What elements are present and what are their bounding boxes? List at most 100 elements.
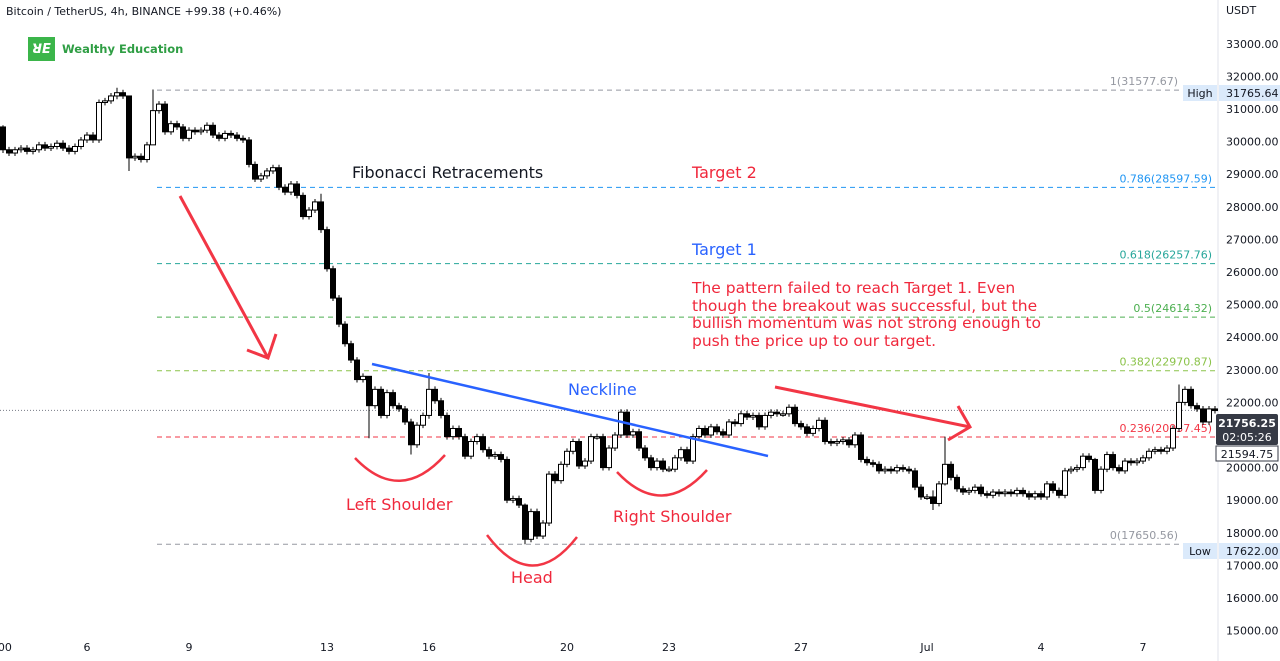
x-tick-label: 4 xyxy=(1038,641,1045,654)
candle-body xyxy=(756,414,762,428)
candle-body xyxy=(666,468,672,472)
candle-body xyxy=(912,470,918,488)
candle-body xyxy=(1050,483,1056,491)
y-tick-label: 18000.00 xyxy=(1226,527,1279,540)
y-tick-label: 16000.00 xyxy=(1226,592,1279,605)
fib-label-0.786: 0.786(28597.59) xyxy=(1119,172,1212,185)
candle-body xyxy=(948,463,954,478)
candle-body xyxy=(84,134,90,141)
candle-body xyxy=(828,441,834,444)
candle-body xyxy=(12,149,18,154)
target-2-label: Target 2 xyxy=(692,163,757,182)
candle-body xyxy=(1188,388,1194,407)
candle-body xyxy=(468,441,474,457)
candle-body xyxy=(288,183,294,193)
candle-body xyxy=(492,454,498,457)
candle-body xyxy=(96,101,102,141)
left-shoulder-label: Left Shoulder xyxy=(346,495,453,514)
candle-body xyxy=(852,434,858,446)
candle-body xyxy=(228,132,234,136)
candle-body xyxy=(336,297,342,325)
candle-body xyxy=(954,476,960,490)
high-value-bg xyxy=(1219,85,1280,101)
head-arc xyxy=(486,534,578,567)
analysis-note: The pattern failed to reach Target 1. Ev… xyxy=(692,279,1041,350)
candle-body xyxy=(150,110,156,146)
candle-body xyxy=(648,457,654,469)
right-arrow-icon xyxy=(774,385,973,442)
y-tick-label: 15000.00 xyxy=(1226,625,1279,638)
candle-body xyxy=(882,468,888,472)
candle-body xyxy=(1074,467,1080,470)
candle-body xyxy=(144,144,150,161)
candle-body xyxy=(642,447,648,459)
note-line: push the price up to our target. xyxy=(692,331,937,350)
candle-body xyxy=(924,496,930,499)
candle-body xyxy=(78,139,84,147)
candle-body xyxy=(918,486,924,498)
candle-body xyxy=(258,175,264,180)
y-tick-label: 32000.00 xyxy=(1226,70,1279,83)
candle-body xyxy=(792,406,798,425)
y-tick-label: 22000.00 xyxy=(1226,396,1279,409)
candle-body xyxy=(174,123,180,128)
x-tick-label: 23 xyxy=(662,641,676,654)
candle-body xyxy=(876,463,882,472)
candle-body xyxy=(810,427,816,434)
candle-body xyxy=(840,439,846,443)
candle-body xyxy=(714,426,720,433)
last-price-value: 21756.25 xyxy=(1218,417,1276,430)
candle-body xyxy=(906,468,912,472)
candle-body xyxy=(1014,489,1020,495)
right-shoulder-arc xyxy=(616,469,708,497)
candle-body xyxy=(1182,388,1188,403)
candle-body xyxy=(1020,489,1026,495)
x-tick-label: 13 xyxy=(320,641,334,654)
candle-body xyxy=(846,439,852,446)
candle-body xyxy=(900,467,906,470)
candle-body xyxy=(738,413,744,425)
candle-body xyxy=(72,145,78,152)
candle-body xyxy=(240,137,246,141)
candle-body xyxy=(558,463,564,482)
candle-body xyxy=(702,427,708,436)
candle-body xyxy=(864,458,870,464)
fib-label-0: 0(17650.56) xyxy=(1110,529,1178,542)
candle-body xyxy=(1206,408,1212,423)
candle-body xyxy=(138,155,144,161)
candle-body xyxy=(822,419,828,443)
candle-body xyxy=(834,441,840,444)
candle-body xyxy=(798,423,804,428)
candle-body xyxy=(0,126,6,151)
low-tag-bg xyxy=(1183,543,1217,559)
candle-body xyxy=(618,411,624,436)
candle-body xyxy=(6,149,12,154)
low-value: 17622.00 xyxy=(1226,545,1279,558)
x-tick-label: 9 xyxy=(186,641,193,654)
candle-body xyxy=(1080,455,1086,469)
candle-body xyxy=(66,147,72,152)
candle-body xyxy=(420,414,426,426)
low-value-bg xyxy=(1219,543,1280,559)
candle-body xyxy=(432,388,438,402)
note-line: bullish momentum was not strong enough t… xyxy=(692,314,1041,332)
candle-body xyxy=(1140,457,1146,462)
candle-body xyxy=(804,426,810,434)
candle-body xyxy=(696,427,702,438)
candle-body xyxy=(462,436,468,457)
candle-body xyxy=(564,450,570,465)
candle-body xyxy=(678,449,684,459)
candle-body xyxy=(372,388,378,407)
candle-body xyxy=(414,424,420,446)
right-shoulder-label: Right Shoulder xyxy=(613,507,732,526)
y-tick-label: 27000.00 xyxy=(1226,233,1279,246)
candle-body xyxy=(588,436,594,462)
candle-body xyxy=(600,436,606,469)
fib-title: Fibonacci Retracements xyxy=(352,163,544,182)
candle-body xyxy=(1200,408,1206,423)
candle-body xyxy=(1026,493,1032,498)
candle-body xyxy=(594,436,600,439)
candle-body xyxy=(384,392,390,416)
candle-body xyxy=(684,449,690,462)
